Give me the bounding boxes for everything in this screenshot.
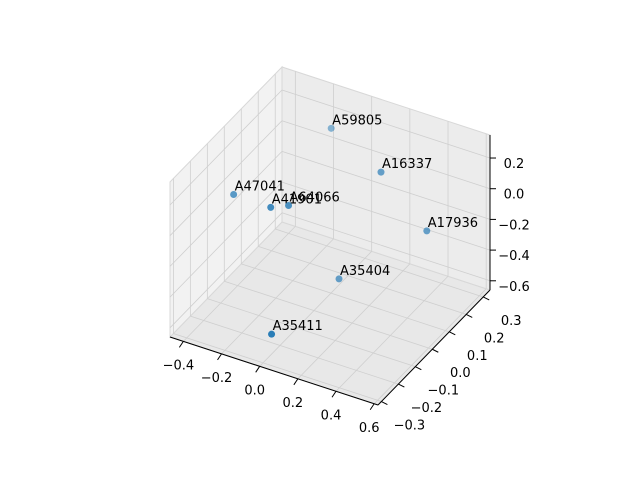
grid-line — [241, 263, 450, 333]
y-tick-label: −0.3 — [394, 419, 426, 434]
x-tick-label: 0.0 — [244, 383, 265, 398]
grid-line — [275, 228, 484, 298]
point-label: A35411 — [273, 319, 323, 334]
x-tick-mark — [293, 378, 299, 386]
y-tick-mark — [398, 383, 405, 388]
point-label: A41901 — [272, 192, 322, 207]
z-tick-label: −0.6 — [498, 280, 530, 295]
y-tick-mark — [449, 331, 456, 336]
point — [230, 191, 238, 199]
axis-line — [377, 289, 491, 406]
point-label: A64066 — [290, 191, 340, 206]
point — [327, 124, 335, 132]
x-tick-label: −0.2 — [201, 371, 233, 386]
y-tick-mark — [381, 401, 388, 405]
grid-line — [297, 263, 411, 380]
point — [335, 275, 343, 283]
grid-line — [207, 298, 416, 368]
point — [377, 168, 385, 176]
point-label: A35404 — [340, 264, 390, 279]
y-tick-mark — [466, 313, 473, 318]
z-tick-label: 0.2 — [504, 157, 525, 172]
x-tick-label: 0.6 — [359, 421, 380, 436]
grid-line — [258, 246, 467, 315]
grid-line — [169, 181, 283, 298]
x-tick-mark — [369, 403, 375, 411]
grid-line — [373, 288, 487, 405]
grid-line — [173, 333, 382, 402]
grid-line — [281, 181, 491, 251]
point-label: A59805 — [332, 113, 382, 128]
x-tick-mark — [178, 341, 184, 348]
x-tick-label: −0.4 — [163, 358, 195, 373]
grid-line — [224, 280, 433, 350]
grid-line — [281, 151, 491, 220]
x-tick-mark — [217, 353, 222, 361]
grid-line — [281, 89, 491, 159]
y-tick-label: 0.3 — [501, 314, 522, 329]
panes — [169, 65, 491, 406]
point — [267, 203, 275, 211]
grid-line — [169, 89, 283, 206]
x-tick-label: 0.4 — [321, 408, 342, 423]
grid-line — [281, 120, 491, 190]
y-tick-label: 0.1 — [467, 349, 488, 364]
x-tick-mark — [255, 366, 261, 373]
y-tick-label: 0.2 — [484, 331, 505, 346]
grid-line — [190, 315, 399, 385]
grid-line — [335, 275, 449, 392]
grid-line — [221, 238, 334, 355]
y-tick-mark — [432, 348, 439, 353]
point-label: A17936 — [428, 216, 478, 231]
z-tick-label: −0.4 — [498, 249, 530, 264]
point — [268, 330, 276, 338]
point — [423, 227, 431, 235]
point — [285, 202, 293, 210]
point-label: A16337 — [382, 157, 432, 172]
grid-line — [169, 151, 283, 267]
x-tick-label: 0.2 — [283, 396, 304, 411]
grid-line — [169, 120, 283, 236]
axis-line — [169, 336, 379, 406]
x-tick-mark — [331, 390, 337, 398]
z-tick-label: −0.2 — [498, 218, 530, 233]
point-label: A47041 — [235, 180, 285, 195]
y-tick-label: −0.1 — [428, 384, 460, 399]
y-tick-label: 0.0 — [450, 366, 471, 381]
grid-line — [183, 226, 296, 342]
grid-line — [259, 251, 372, 367]
grid-line — [169, 212, 283, 329]
y-tick-mark — [415, 366, 422, 371]
y-tick-mark — [482, 296, 490, 301]
y-tick-label: −0.2 — [411, 401, 443, 416]
z-tick-label: 0.0 — [504, 188, 525, 203]
grid-line — [281, 212, 491, 282]
